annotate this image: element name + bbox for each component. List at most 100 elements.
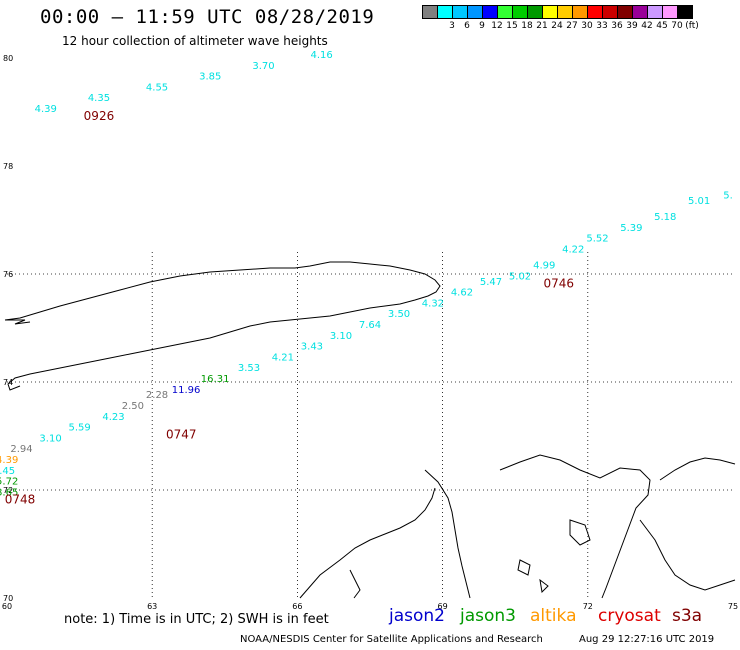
swh-value-label: 3.10 xyxy=(330,331,352,342)
lon-label: 75 xyxy=(728,602,738,611)
lat-label: 74 xyxy=(3,378,13,387)
legend-swatch xyxy=(452,5,468,19)
legend-swatch xyxy=(497,5,513,19)
legend-tick-label: 30 xyxy=(581,21,593,31)
legend-tick-label: 42 xyxy=(641,21,653,31)
coastline-novaya-zemlya-cut xyxy=(5,319,31,325)
lon-label: 60 xyxy=(2,602,12,611)
legend-swatch xyxy=(677,5,693,19)
legend-tick-label: 27 xyxy=(566,21,578,31)
legend-swatch xyxy=(527,5,543,19)
legend-tick-label: 36 xyxy=(611,21,623,31)
satellite-jason2: jason2 xyxy=(389,606,445,626)
lat-label: 80 xyxy=(3,54,13,63)
legend-swatches xyxy=(422,5,693,19)
swh-value-label: 4.62 xyxy=(451,288,473,299)
legend-tick-label: 39 xyxy=(626,21,638,31)
swh-value-label: 18.65 xyxy=(0,487,18,498)
swh-value-label: 4.23 xyxy=(102,412,124,423)
swh-value-label: 3.70 xyxy=(252,61,274,72)
swh-value-label: 3.53 xyxy=(238,363,260,374)
coastline-yamal xyxy=(424,454,736,599)
swh-value-label: 5.18 xyxy=(654,212,676,223)
track-0926: 4.39 4.35 4.55 3.85 3.70 4.16 0926 xyxy=(35,50,333,123)
legend-swatch xyxy=(632,5,648,19)
lon-label: 69 xyxy=(438,602,448,611)
swh-value-label: 3.45 xyxy=(0,466,15,477)
track-0746: 5. 5.01 5.18 5.39 5.524.22 4.995.02 5.47 4.62 4.… xyxy=(172,190,733,395)
swh-value-label: 4.32 xyxy=(422,298,444,309)
swh-value-label: 4.21 xyxy=(272,352,294,363)
lon-label: 63 xyxy=(147,602,157,611)
swh-value-label: 5.02 xyxy=(509,271,531,282)
legend-tick-label: 18 xyxy=(521,21,533,31)
swh-value-label: 4.35 xyxy=(88,93,110,104)
coastline xyxy=(4,261,736,599)
legend-swatch xyxy=(542,5,558,19)
swh-value-label: 2.50 xyxy=(122,401,144,412)
swh-value-label: 3.10 xyxy=(39,433,61,444)
legend-swatch xyxy=(587,5,603,19)
legend-unit: (ft) xyxy=(685,21,699,31)
credit-line: NOAA/NESDIS Center for Satellite Applica… xyxy=(240,634,543,645)
swh-value-label: 3.85 xyxy=(199,72,221,83)
legend-swatch xyxy=(512,5,528,19)
legend-swatch xyxy=(467,5,483,19)
legend-tick-label: 12 xyxy=(491,21,503,31)
lat-label: 78 xyxy=(3,162,13,171)
swh-value-label: 5.59 xyxy=(68,423,90,434)
footnote: note: 1) Time is in UTC; 2) SWH is in fe… xyxy=(64,612,329,627)
swh-value-label: 2.94 xyxy=(10,444,32,455)
lon-label: 66 xyxy=(292,602,302,611)
pass-time-label: 0747 xyxy=(166,428,197,442)
swh-value-label: 7.64 xyxy=(359,320,381,331)
satellite-s3a: s3a xyxy=(672,606,703,626)
legend-swatch xyxy=(437,5,453,19)
legend-tick-label: 6 xyxy=(464,21,470,31)
swh-value-label: 3.43 xyxy=(301,342,323,353)
legend-swatch xyxy=(662,5,678,19)
coastline-mainland xyxy=(299,487,736,599)
generated-timestamp: Aug 29 12:27:16 UTC 2019 xyxy=(579,634,715,645)
legend-swatch xyxy=(647,5,663,19)
swh-value-label: 5. xyxy=(723,190,733,201)
color-scale-legend: 3 6 9 12 15 18 21 24 27 30 33 36 39 42 45 70 (ft) xyxy=(422,5,699,33)
swh-value-label: 4.16 xyxy=(310,50,332,61)
legend-swatch xyxy=(482,5,498,19)
satellite-cryosat: cryosat xyxy=(598,606,661,626)
swh-value-label: 5.39 xyxy=(620,223,642,234)
swh-value-label: 3.50 xyxy=(388,309,410,320)
swh-value-label: 5.47 xyxy=(480,277,502,288)
coastline-islands xyxy=(517,519,591,594)
swh-value-label: 4.39 xyxy=(35,104,57,115)
lat-label: 72 xyxy=(3,486,13,495)
legend-tick-label: 24 xyxy=(551,21,563,31)
swh-value-label: 2.28 xyxy=(146,390,168,401)
pass-time-label: 0748 xyxy=(5,492,36,506)
swh-value-label: 4.99 xyxy=(533,261,555,272)
track-0747: 2.282.504.23 5.59 3.10 2.94 0747 xyxy=(10,390,196,455)
graticule: 60 63 66 69 72 75 80 78 76 74 72 70 xyxy=(2,54,738,611)
swh-value-label: 16.31 xyxy=(201,374,230,385)
swh-value-label: 5.01 xyxy=(688,196,710,207)
lon-label: 72 xyxy=(583,602,593,611)
satellite-jason3: jason3 xyxy=(460,606,516,626)
pass-time-label: 0746 xyxy=(543,276,574,290)
legend-tick-label: 33 xyxy=(596,21,608,31)
legend-swatch xyxy=(422,5,438,19)
legend-swatch xyxy=(617,5,633,19)
pass-time-label: 0926 xyxy=(84,109,115,123)
swh-value-label: 11.96 xyxy=(172,385,201,396)
legend-swatch xyxy=(572,5,588,19)
map-title: 00:00 — 11:59 UTC 08/28/2019 xyxy=(40,6,375,28)
legend-tick-labels: 3 6 9 12 15 18 21 24 27 30 33 36 39 42 45 70 (ft) xyxy=(422,19,699,33)
legend-swatch xyxy=(557,5,573,19)
legend-tick-label: 70 xyxy=(671,21,683,31)
legend-tick-label: 45 xyxy=(656,21,668,31)
legend-swatch xyxy=(602,5,618,19)
lat-label: 76 xyxy=(3,270,13,279)
map-subtitle: 12 hour collection of altimeter wave hei… xyxy=(62,34,328,48)
legend-tick-label: 9 xyxy=(479,21,485,31)
